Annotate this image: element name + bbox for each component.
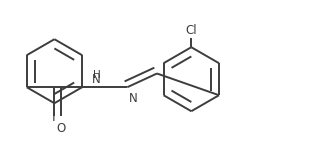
Text: I: I [52,111,55,124]
Text: Cl: Cl [185,24,197,37]
Text: N: N [92,73,101,86]
Text: N: N [128,92,137,105]
Text: O: O [56,122,66,135]
Text: H: H [93,70,100,80]
